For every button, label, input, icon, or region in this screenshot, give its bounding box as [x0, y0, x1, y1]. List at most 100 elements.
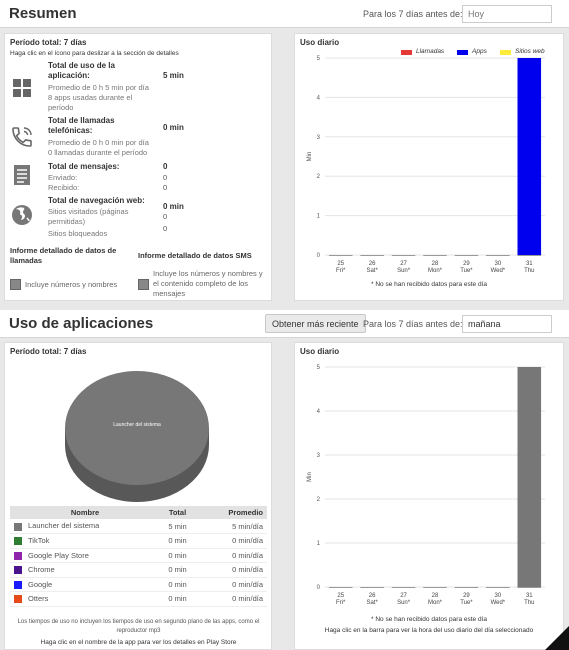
app-name[interactable]: Otters: [28, 594, 49, 604]
summary-stats-panel: Período total: 7 días Haga clic en el íc…: [4, 33, 272, 301]
x-tick-weekday: Sun*: [397, 268, 411, 274]
x-tick-weekday: Mon*: [428, 600, 443, 606]
x-tick-weekday: Thu: [524, 268, 534, 274]
apps-table-row[interactable]: Google Play Store 0 min 0 min/día: [10, 548, 267, 563]
apps-chart-title: Uso diario: [300, 347, 340, 356]
y-tick-label: 3: [317, 135, 321, 141]
x-tick-day: 27: [400, 261, 407, 267]
usage-total-value: 5 min: [163, 71, 184, 80]
app-average: 5 min/día: [195, 519, 267, 534]
y-axis-label: Min: [307, 152, 313, 162]
x-tick-day: 29: [463, 593, 470, 599]
app-name[interactable]: Chrome: [28, 565, 55, 575]
phone-icon[interactable]: [10, 125, 34, 149]
y-tick-label: 3: [317, 453, 321, 459]
app-name-cell[interactable]: Google Play Store: [10, 548, 160, 563]
calls-average: Promedio de 0 h 0 min por día: [48, 138, 149, 147]
legend-swatch-calls: [401, 50, 412, 55]
messages-received-label: Recibido:: [48, 183, 80, 192]
apps-table-row[interactable]: TikTok 0 min 0 min/día: [10, 533, 267, 549]
x-tick-weekday: Wed*: [491, 600, 506, 606]
calls-total-value: 0 min: [163, 123, 184, 132]
web-visited-label: Sitios visitados (páginas permitidas): [48, 207, 129, 226]
legend-label-web: Sitios web: [515, 48, 545, 55]
apps-grid-icon[interactable]: [10, 76, 34, 100]
app-average: 0 min/día: [195, 533, 267, 549]
legend-swatch-web: [500, 50, 511, 55]
x-tick-day: 25: [337, 593, 344, 599]
calls-total-title: Total de llamadas telefónicas:: [48, 116, 115, 135]
summary-chart-title: Uso diario: [300, 38, 340, 47]
apps-table: Nombre Total Promedio Launcher del siste…: [10, 506, 267, 607]
app-name-cell[interactable]: Chrome: [10, 562, 160, 578]
calls-report-checkbox-label: Incluye números y nombres: [25, 280, 118, 289]
x-tick-day: 29: [463, 261, 470, 267]
apps-chart-hint: Haga clic en la barra para ver la hora d…: [324, 627, 534, 634]
apps-table-row[interactable]: Chrome 0 min 0 min/día: [10, 562, 267, 578]
app-average: 0 min/día: [195, 577, 267, 592]
x-tick-weekday: Wed*: [491, 268, 506, 274]
app-name[interactable]: Launcher del sistema: [28, 521, 100, 531]
refresh-button[interactable]: Obtener más reciente: [265, 314, 366, 333]
summary-chart-note: * No se han recibido datos para este día: [371, 281, 487, 288]
apps-chart-note: * No se han recibido datos para este día: [371, 616, 487, 623]
web-total-title: Total de navegación web:: [48, 196, 145, 205]
usage-apps-count: 8 apps usadas durante el período: [48, 93, 133, 112]
y-tick-label: 5: [317, 56, 321, 62]
y-tick-label: 1: [317, 541, 321, 547]
x-tick-day: 26: [369, 593, 376, 599]
app-name-cell[interactable]: Otters: [10, 591, 160, 607]
app-name-cell[interactable]: Launcher del sistema: [10, 519, 160, 534]
summary-hint: Haga clic en el ícono para deslizar a la…: [10, 50, 179, 57]
app-name[interactable]: TikTok: [28, 536, 50, 546]
messages-icon[interactable]: [10, 163, 34, 187]
x-tick-weekday: Thu: [524, 600, 534, 606]
usage-average: Promedio de 0 h 5 min por día: [48, 83, 149, 92]
x-tick-day: 31: [526, 593, 533, 599]
messages-sent-value: 0: [163, 173, 168, 182]
app-name-cell[interactable]: TikTok: [10, 533, 160, 549]
y-tick-label: 2: [317, 174, 321, 180]
apps-table-row[interactable]: Launcher del sistema 5 min 5 min/día: [10, 519, 267, 534]
apps-table-row[interactable]: Google 0 min 0 min/día: [10, 577, 267, 592]
app-color-swatch: [14, 595, 22, 604]
sms-report-checkbox[interactable]: [138, 279, 149, 290]
apps-date-label: Para los 7 días antes de:: [363, 319, 463, 329]
apps-title: Uso de aplicaciones: [9, 315, 154, 332]
app-total: 5 min: [160, 519, 195, 534]
bar[interactable]: [517, 58, 542, 255]
summary-header: Resumen Para los 7 días antes de:: [0, 0, 569, 28]
sms-report-checkbox-label: Incluye los números y nombres y el conte…: [153, 269, 263, 298]
apps-note-playstore: Haga clic en el nombre de la app para ve…: [40, 639, 237, 646]
x-tick-weekday: Tue*: [460, 268, 473, 274]
globe-icon[interactable]: [10, 203, 34, 227]
messages-total-value: 0: [163, 162, 168, 171]
bar[interactable]: [517, 367, 542, 587]
apps-pie-chart[interactable]: Launcher del sistema: [5, 353, 273, 503]
y-tick-label: 2: [317, 497, 321, 503]
apps-date-input[interactable]: [462, 315, 552, 333]
corner-badge: [545, 626, 569, 650]
summary-date-input[interactable]: [462, 5, 552, 23]
app-color-swatch: [14, 537, 22, 546]
sms-report-title: Informe detallado de datos SMS: [138, 251, 252, 260]
apps-note-background: Los tiempos de uso no incluyen los tiemp…: [17, 619, 260, 634]
apps-header: Uso de aplicaciones Obtener más reciente…: [0, 310, 569, 338]
app-total: 0 min: [160, 533, 195, 549]
app-name-cell[interactable]: Google: [10, 577, 160, 592]
legend-label-calls: Llamadas: [416, 48, 445, 55]
col-average: Promedio: [195, 506, 267, 519]
apps-table-row[interactable]: Otters 0 min 0 min/día: [10, 591, 267, 607]
app-name[interactable]: Google Play Store: [28, 550, 89, 560]
app-total: 0 min: [160, 577, 195, 592]
pie-slice-launcher[interactable]: [65, 371, 209, 485]
summary-period: Período total: 7 días: [10, 38, 87, 47]
x-tick-day: 30: [495, 593, 502, 599]
app-name[interactable]: Google: [28, 579, 53, 589]
col-name: Nombre: [10, 506, 160, 519]
messages-total-title: Total de mensajes:: [48, 162, 120, 171]
calls-report-checkbox[interactable]: [10, 279, 21, 290]
summary-title: Resumen: [9, 5, 77, 22]
